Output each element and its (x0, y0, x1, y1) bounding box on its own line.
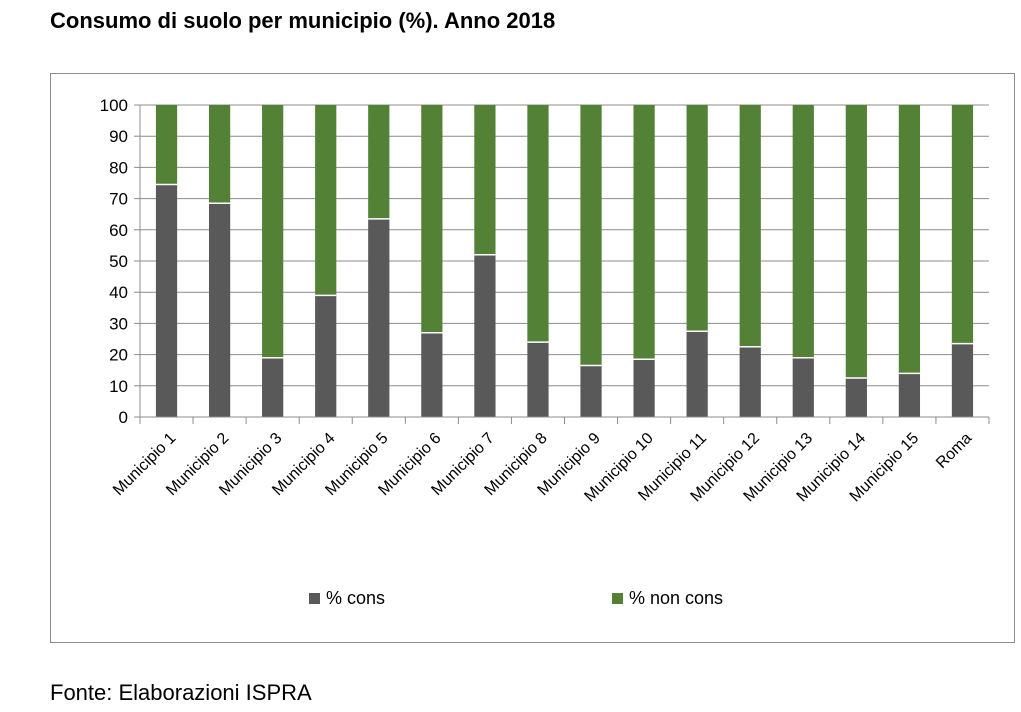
bar-cons (315, 295, 337, 417)
bar-cons (739, 346, 761, 417)
bar-cons (208, 203, 231, 417)
legend-swatch-non-cons (612, 593, 623, 604)
y-tick-label: 100 (100, 96, 128, 115)
y-tick-label: 20 (109, 346, 128, 365)
bar-cons (792, 357, 814, 417)
bar-non-cons (898, 105, 921, 374)
bar-non-cons (633, 105, 655, 360)
bar-cons (633, 359, 655, 417)
bar-non-cons (792, 105, 814, 358)
bar-non-cons (951, 105, 974, 344)
y-tick-label: 10 (109, 377, 128, 396)
bar-non-cons (686, 105, 708, 332)
x-category-label: Roma (933, 430, 975, 472)
bars (155, 105, 974, 417)
bar-non-cons (262, 105, 284, 358)
chart-title: Consumo di suolo per municipio (%). Anno… (50, 8, 556, 33)
legend-swatch-cons (309, 593, 320, 604)
bar-cons (155, 184, 178, 417)
bar-cons (474, 254, 496, 417)
y-tick-label: 60 (109, 221, 128, 240)
legend-label-cons: % cons (326, 588, 385, 608)
bar-cons (686, 331, 708, 417)
bar-cons (527, 342, 549, 417)
bar-non-cons (421, 105, 443, 333)
bar-cons (951, 343, 974, 417)
source-note: Fonte: Elaborazioni ISPRA (50, 680, 312, 705)
bar-non-cons (368, 105, 390, 219)
bar-non-cons (580, 105, 602, 366)
y-tick-label: 40 (109, 283, 128, 302)
y-tick-label: 90 (109, 127, 128, 146)
bar-cons (845, 378, 867, 417)
chart-frame: 0 10 20 30 40 50 60 70 80 90 100 Municipio 1 Municip… (50, 73, 1015, 643)
bar-cons (368, 218, 390, 417)
bar-cons (421, 332, 443, 417)
bar-non-cons (315, 105, 337, 296)
y-tick-label: 0 (119, 408, 128, 427)
bar-cons (898, 373, 921, 417)
axes (134, 104, 990, 424)
y-tick-label: 80 (109, 158, 128, 177)
bar-non-cons (474, 105, 496, 255)
y-tick-label: 70 (109, 190, 128, 209)
bar-cons (262, 357, 284, 417)
legend: % cons % non cons (309, 588, 723, 608)
bar-non-cons (739, 105, 761, 347)
bar-non-cons (155, 105, 178, 185)
bar-cons (580, 365, 602, 417)
legend-label-non-cons: % non cons (629, 588, 723, 608)
bar-non-cons (208, 105, 231, 204)
y-tick-label: 50 (109, 252, 128, 271)
bar-non-cons (845, 105, 867, 378)
y-tick-label: 30 (109, 314, 128, 333)
bar-non-cons (527, 105, 549, 343)
